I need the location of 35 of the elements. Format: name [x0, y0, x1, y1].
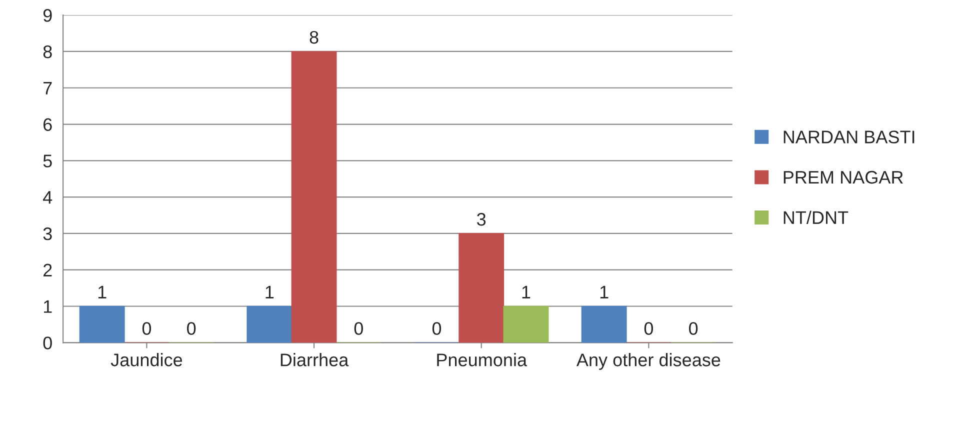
y-tick-label: 0: [43, 336, 52, 350]
data-label: 1: [98, 286, 106, 298]
data-label: 3: [477, 212, 486, 226]
bar: [503, 306, 549, 343]
data-label: 0: [688, 322, 698, 335]
bar: [458, 233, 504, 343]
data-label: 0: [354, 322, 363, 335]
data-label: 1: [266, 286, 274, 298]
y-tick-label: 5: [43, 154, 52, 168]
data-label: 0: [187, 322, 196, 335]
data-label: 0: [142, 322, 152, 335]
data-label: 1: [600, 286, 608, 298]
legend-label: NARDAN BASTI: [784, 130, 914, 144]
x-tick-label: Jaundice: [110, 353, 182, 366]
y-tick-label: 9: [43, 9, 52, 22]
data-label: 0: [644, 322, 654, 335]
bar: [79, 306, 125, 343]
y-tick-label: 6: [44, 118, 52, 131]
data-label: 0: [432, 322, 442, 335]
y-tick-label: 1: [44, 300, 52, 313]
y-tick-label: 4: [43, 191, 52, 204]
bar: [246, 306, 292, 343]
x-tick-label: Diarrhea: [280, 353, 349, 366]
x-tick-label: Pneumonia: [437, 353, 528, 366]
y-tick-label: 8: [43, 45, 52, 58]
data-label: 1: [522, 286, 530, 298]
y-tick-label: 3: [43, 227, 52, 240]
y-tick-label: 7: [44, 82, 52, 94]
x-tick-label: Any other disease: [576, 353, 720, 370]
legend-label: PREM NAGAR: [784, 170, 903, 184]
bar: [291, 51, 337, 343]
y-tick-label: 2: [44, 264, 52, 276]
legend-label: NT/DNT: [784, 210, 848, 224]
bar: [581, 306, 627, 343]
data-label: 8: [310, 30, 318, 44]
